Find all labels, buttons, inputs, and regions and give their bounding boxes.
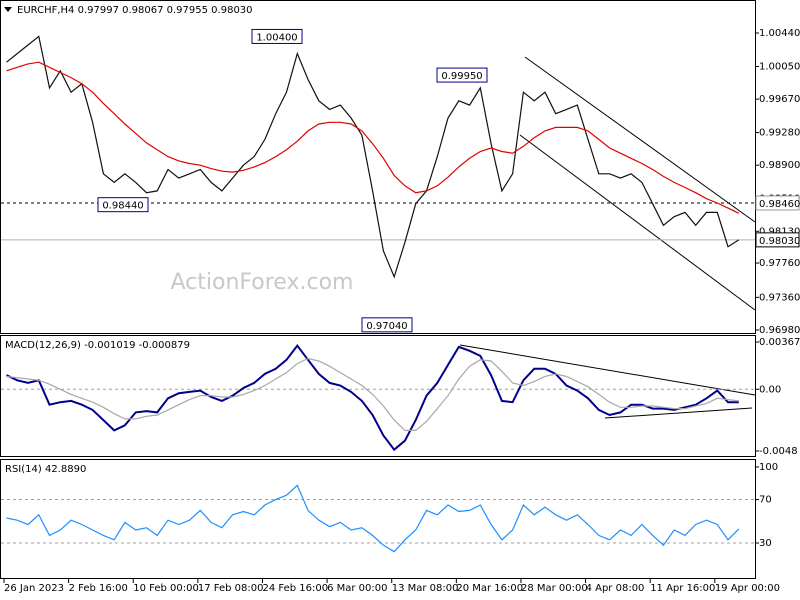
x-tick-label: 17 Feb 08:00	[198, 583, 264, 594]
y-tick-label: 0.97360	[759, 292, 800, 303]
series-line	[6, 357, 739, 431]
y-tick-label: 0.00	[759, 384, 781, 395]
series-line	[6, 484, 740, 553]
annotation-label: 0.98440	[102, 201, 143, 212]
price-label-box	[755, 195, 800, 211]
price-label: 0.98460	[759, 199, 800, 210]
series-line	[6, 61, 740, 214]
rsi-title: RSI(14) 42.8890	[5, 464, 86, 475]
trend-line	[459, 344, 756, 396]
x-tick-label: 24 Feb 16:00	[262, 583, 328, 594]
channel-line	[519, 134, 756, 311]
x-tick-label: 19 Apr 00:00	[715, 583, 780, 594]
annotation-box	[361, 317, 413, 333]
x-tick-label: 6 Mar 00:00	[327, 583, 387, 594]
annotation-label: 1.00400	[256, 32, 297, 43]
y-tick-label: 1.00440	[759, 28, 800, 39]
macd-title: MACD(12,26,9) -0.001019 -0.000879	[5, 340, 190, 351]
y-tick-label: 0.98130	[759, 226, 800, 237]
y-tick-label: 1.00050	[759, 61, 800, 72]
price-panel	[0, 0, 756, 334]
y-tick-label: 0.96980	[759, 325, 800, 336]
y-tick-label: 100	[759, 462, 778, 473]
x-tick-label: 26 Jan 2023	[4, 583, 64, 594]
y-tick-label: 0.98900	[759, 160, 800, 171]
x-tick-label: 2 Feb 16:00	[69, 583, 128, 594]
y-tick-label: 0.99670	[759, 94, 800, 105]
y-tick-label: 0.003679	[759, 337, 800, 348]
y-tick-label: 0.99280	[759, 128, 800, 139]
price-label-box	[755, 232, 800, 248]
y-tick-label: -0.0048	[759, 446, 798, 457]
y-tick-label: 0.97760	[759, 258, 800, 269]
watermark: ActionForex.com	[171, 270, 354, 295]
menu-icon	[4, 7, 12, 12]
annotation-box	[436, 67, 488, 83]
rsi-panel	[0, 459, 756, 579]
y-tick-label: 30	[759, 538, 772, 549]
x-tick-label: 4 Apr 08:00	[586, 583, 645, 594]
x-tick-label: 13 Mar 08:00	[392, 583, 459, 594]
x-tick-label: 20 Mar 16:00	[456, 583, 523, 594]
trend-line	[604, 407, 753, 419]
series-line	[6, 35, 740, 279]
annotation-box	[97, 197, 149, 213]
y-tick-label: 70	[759, 495, 772, 506]
x-tick-label: 11 Apr 16:00	[650, 583, 715, 594]
channel-line	[524, 56, 756, 223]
annotation-label: 0.99950	[441, 71, 482, 82]
annotation-label: 0.97040	[366, 321, 407, 332]
series-line	[6, 343, 739, 452]
x-tick-label: 28 Mar 00:00	[521, 583, 588, 594]
price-label: 0.98030	[759, 236, 800, 247]
chart-title: EURCHF,H4 0.97997 0.98067 0.97955 0.9803…	[17, 5, 253, 16]
macd-panel	[0, 335, 756, 457]
annotation-box	[251, 28, 303, 44]
x-tick-label: 10 Feb 00:00	[133, 583, 199, 594]
